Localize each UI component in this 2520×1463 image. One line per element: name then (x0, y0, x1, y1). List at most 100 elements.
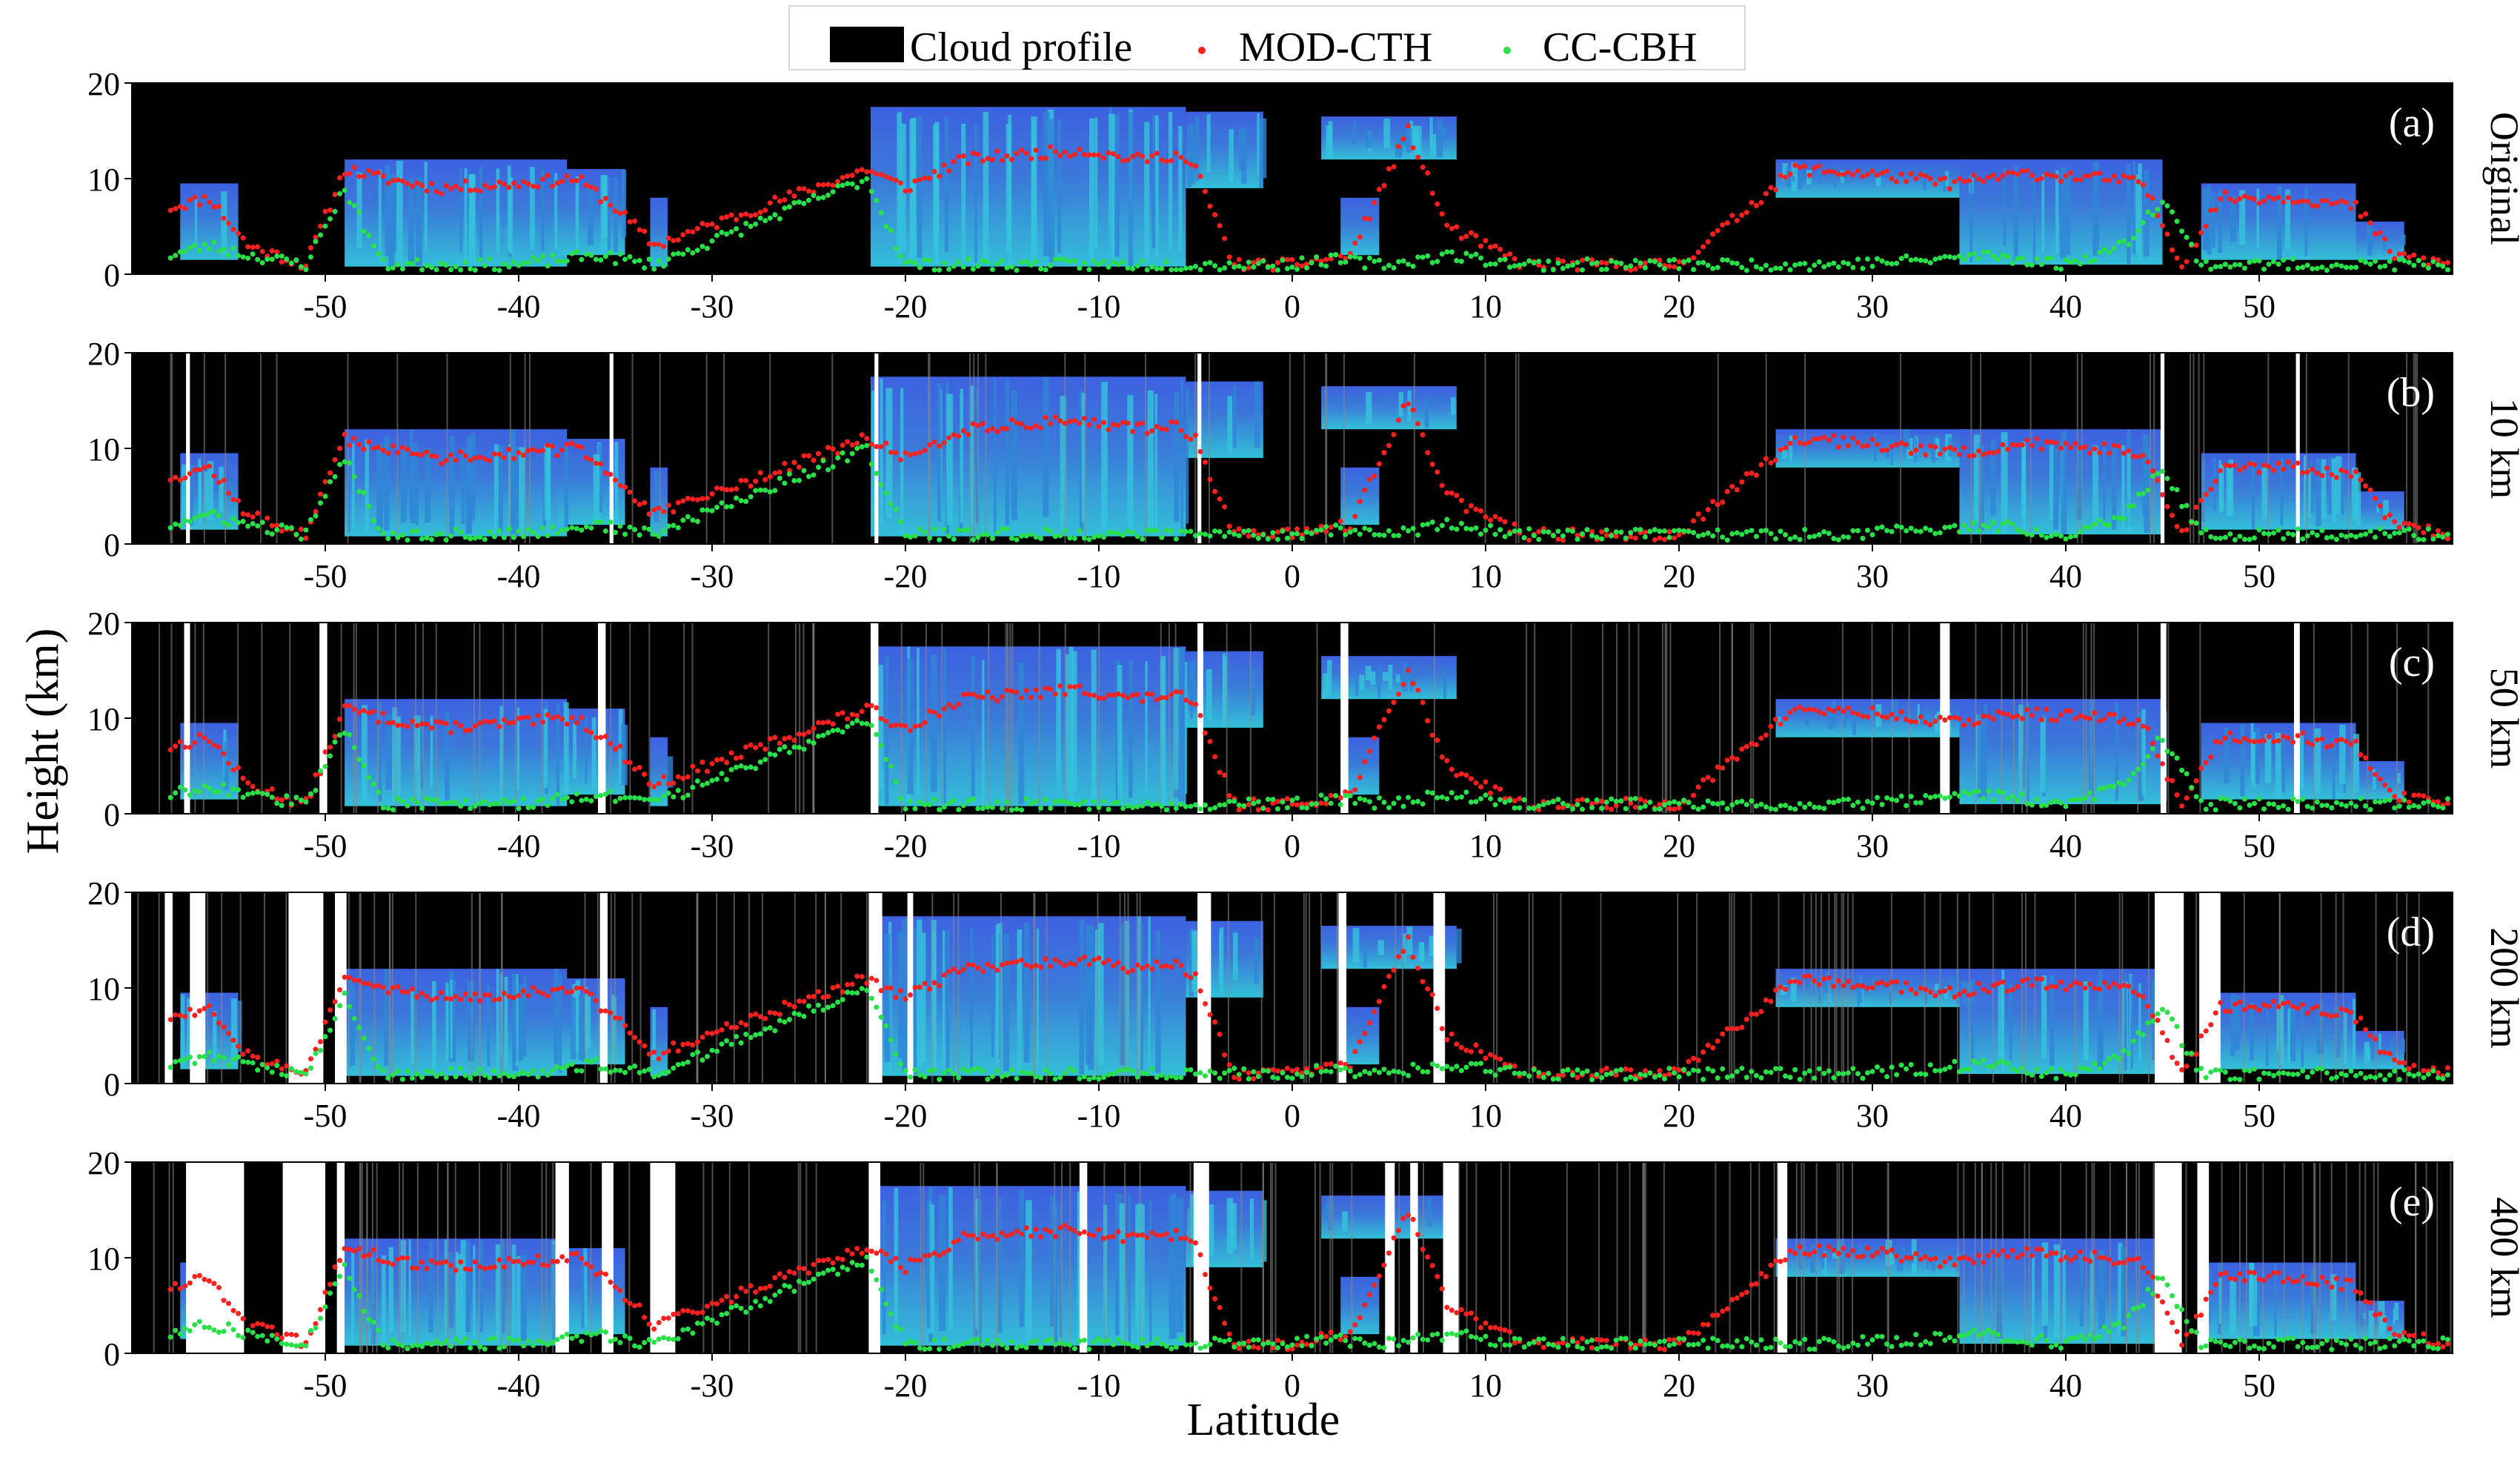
mod-cth-dots-point (1004, 687, 1010, 693)
gap-band (1197, 892, 1211, 1084)
cc-cbh-dots-point (419, 267, 425, 273)
cc-cbh-dots-point (709, 777, 715, 783)
cloud-streak (497, 445, 503, 531)
cc-cbh-dots-point (2343, 534, 2349, 540)
cc-cbh-dots-point (1720, 534, 1726, 540)
mod-cth-dots-point (1434, 1006, 1440, 1012)
mod-cth-dots-point (2208, 1022, 2214, 1028)
mod-cth-dots-point (796, 732, 802, 737)
cc-cbh-dots-point (1623, 806, 1629, 812)
sampling-line (1398, 1162, 1400, 1353)
cc-cbh-dots-point (1806, 534, 1812, 540)
cc-cbh-dots-point (902, 259, 908, 265)
mod-cth-dots-point (912, 723, 918, 729)
cc-cbh-dots-point (786, 471, 792, 477)
mod-cth-dots-point (2396, 797, 2402, 803)
mod-cth-dots-point (477, 188, 483, 194)
cc-cbh-dots-point (1425, 1069, 1431, 1075)
cloud-block (1340, 1006, 1380, 1065)
cloud-streak (194, 195, 198, 246)
mod-cth-dots-point (2145, 459, 2151, 465)
mod-cth-dots-point (2435, 257, 2441, 263)
cc-cbh-dots-point (2261, 266, 2267, 272)
cloud-streak (1230, 1203, 1237, 1250)
mod-cth-dots-point (1946, 186, 1952, 192)
mod-cth-dots-point (1981, 986, 1987, 992)
mod-cth-dots-point (1019, 694, 1025, 700)
mod-cth-dots-point (1019, 147, 1025, 153)
mod-cth-dots-point (1130, 428, 1136, 434)
mod-cth-dots-point (1710, 1045, 1716, 1051)
cc-cbh-dots-point (1705, 530, 1711, 536)
cc-cbh-dots-point (347, 732, 353, 737)
mod-cth-dots-point (642, 1043, 648, 1049)
cc-cbh-dots-point (2247, 537, 2253, 543)
cloud-streak (654, 471, 659, 522)
cc-cbh-dots-point (1458, 1068, 1464, 1074)
cc-cbh-dots-point (724, 777, 730, 783)
cc-cbh-dots-point (1048, 528, 1054, 534)
sampling-line (170, 353, 172, 544)
cc-cbh-dots-point (328, 1027, 333, 1033)
mod-cth-dots-point (951, 966, 957, 972)
cc-cbh-dots-point (182, 517, 188, 523)
mod-cth-dots-point (1086, 962, 1092, 968)
mod-cth-dots-point (1783, 986, 1789, 992)
mod-cth-dots-point (820, 720, 826, 726)
mod-cth-dots-point (2121, 982, 2127, 988)
cloud-streak (499, 706, 504, 806)
mod-cth-dots-point (627, 219, 633, 225)
mod-cth-dots-point (1705, 774, 1711, 780)
mod-cth-dots-point (840, 442, 845, 448)
cc-cbh-dots-point (1942, 1066, 1948, 1072)
cc-cbh-dots-point (1260, 531, 1266, 537)
mod-cth-dots-point (1236, 526, 1242, 532)
cc-cbh-dots-point (2416, 1071, 2421, 1077)
x-tick-label: 10 (1469, 828, 1502, 864)
cc-cbh-dots-point (337, 190, 343, 196)
cc-cbh-dots-point (2179, 503, 2185, 509)
cc-cbh-dots-point (167, 794, 173, 800)
cc-cbh-dots-point (1255, 1073, 1261, 1079)
mod-cth-dots-point (1454, 224, 1460, 230)
cc-cbh-dots-point (941, 526, 947, 532)
mod-cth-dots-point (216, 744, 222, 750)
mod-cth-dots-point (2160, 222, 2165, 228)
mod-cth-dots-point (1904, 980, 1909, 986)
cc-cbh-dots-point (2310, 266, 2315, 272)
mod-cth-dots-point (1125, 969, 1131, 975)
cc-cbh-dots-point (167, 255, 173, 261)
cc-cbh-dots-point (1222, 265, 1228, 271)
cc-cbh-dots-point (1763, 804, 1769, 810)
cc-cbh-dots-point (554, 258, 560, 264)
cc-cbh-dots-point (1831, 536, 1837, 542)
cc-cbh-dots-point (835, 183, 841, 189)
sampling-line (2075, 892, 2077, 1084)
mod-cth-dots-point (2333, 200, 2339, 206)
mod-cth-dots-point (2392, 256, 2398, 262)
mod-cth-dots-point (540, 990, 546, 996)
mod-cth-dots-point (2241, 735, 2247, 741)
mod-cth-dots-point (2329, 743, 2335, 749)
cc-cbh-dots-point (1768, 267, 1774, 273)
cc-cbh-dots-point (917, 1072, 923, 1078)
cc-cbh-dots-point (1280, 257, 1286, 263)
mod-cth-dots-point (2087, 450, 2093, 456)
mod-cth-dots-point (1995, 981, 2001, 986)
cc-cbh-dots-point (2329, 1075, 2335, 1081)
cc-cbh-dots-point (617, 1067, 623, 1073)
mod-cth-dots-point (458, 723, 464, 729)
cc-cbh-dots-point (579, 527, 585, 533)
cc-cbh-dots-point (661, 793, 667, 799)
mod-cth-dots-point (849, 981, 855, 987)
cc-cbh-dots-point (665, 523, 671, 529)
mod-cth-dots-point (1294, 526, 1300, 532)
cc-cbh-dots-point (501, 797, 507, 803)
mod-cth-dots-point (801, 186, 807, 192)
cc-cbh-dots-point (1686, 800, 1692, 806)
cc-cbh-dots-point (1299, 805, 1305, 811)
cloud-streak (1103, 1204, 1108, 1336)
cc-cbh-dots-point (1381, 532, 1387, 538)
cloud-streak (1406, 926, 1413, 955)
mod-cth-dots-point (1337, 253, 1343, 259)
